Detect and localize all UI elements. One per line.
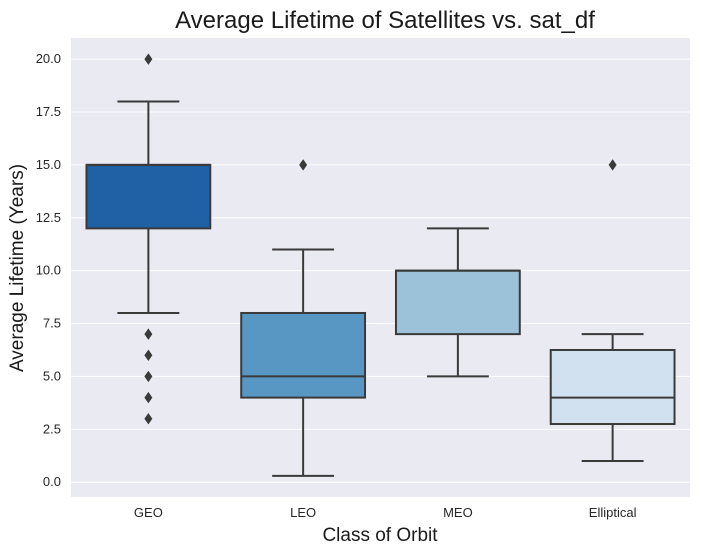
box [240, 311, 367, 399]
chart-title: Average Lifetime of Satellites vs. sat_d… [175, 7, 595, 34]
y-tick-label: 10.0 [36, 263, 61, 278]
box [85, 163, 212, 230]
outlier-point [299, 159, 308, 171]
x-tick-label: Elliptical [589, 505, 637, 520]
x-tick-label: MEO [443, 505, 473, 520]
x-tick-label: GEO [134, 505, 163, 520]
y-tick-label: 17.5 [36, 104, 61, 119]
box [394, 269, 521, 336]
y-tick-label: 2.5 [43, 421, 61, 436]
outlier-point [144, 391, 153, 404]
y-tick-label: 7.5 [43, 316, 61, 331]
box [549, 348, 676, 426]
y-tick-label: 5.0 [43, 368, 61, 383]
y-tick-label: 20.0 [36, 51, 61, 66]
x-axis-label: Class of Orbit [322, 525, 438, 546]
box-group-elliptical [549, 159, 676, 463]
y-axis-label: Average Lifetime (Years) [7, 164, 28, 372]
y-axis-ticks: 0.0 2.5 5.0 7.5 10.0 12.5 15.0 17.5 20.0 [36, 51, 61, 489]
outlier-point [144, 328, 153, 340]
box-group-meo [394, 227, 521, 378]
box-group-geo [85, 53, 212, 425]
boxes [85, 53, 676, 477]
plot-background [71, 38, 690, 497]
box-group-leo [240, 159, 367, 477]
y-tick-label: 0.0 [43, 474, 61, 489]
y-tick-label: 15.0 [36, 157, 61, 172]
outlier-point [144, 349, 153, 361]
outlier-point [144, 370, 153, 383]
outlier-point [144, 413, 153, 425]
x-tick-label: LEO [290, 505, 316, 520]
x-axis-ticks: GEO LEO MEO Elliptical [134, 505, 637, 520]
outlier-point [608, 159, 617, 171]
y-tick-label: 12.5 [36, 210, 61, 225]
outlier-point [144, 53, 153, 65]
